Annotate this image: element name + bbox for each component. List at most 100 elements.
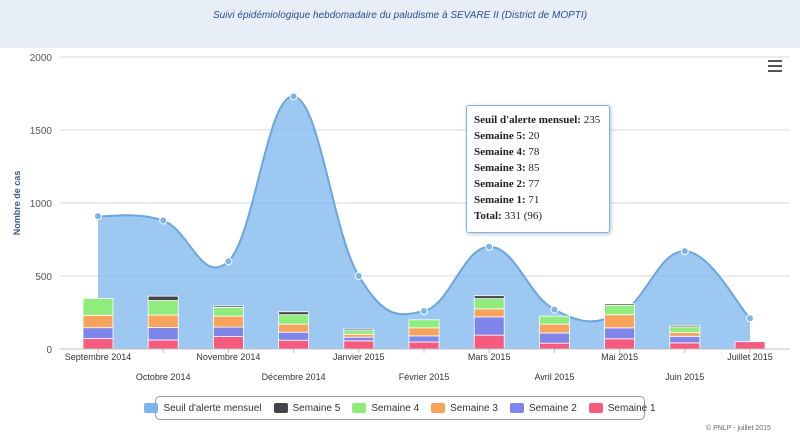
legend-swatch — [273, 403, 288, 413]
bar-segment — [212, 306, 244, 317]
bar-segment — [278, 323, 310, 333]
x-tick-label: Janvier 2015 — [333, 352, 385, 362]
bar-segment — [278, 314, 310, 325]
threshold-point — [159, 216, 168, 225]
bar-segment — [212, 315, 244, 328]
threshold-point — [289, 92, 298, 101]
x-tick-label: Septembre 2014 — [65, 352, 132, 362]
x-tick-label: Novembre 2014 — [196, 352, 260, 362]
chart-title: Suivi épidémiologique hebdomadaire du pa… — [212, 10, 588, 21]
tooltip-row-week3: Semaine 3: 85 — [474, 162, 540, 174]
tooltip-row-week1: Semaine 1: 71 — [474, 194, 540, 206]
bar-segment — [669, 324, 701, 328]
bar-segment — [408, 341, 440, 350]
tooltip-row-threshold: Seuil d'alerte mensuel: 235 — [474, 114, 601, 126]
legend-item-week4[interactable]: Semaine 4 — [352, 403, 419, 414]
legend-swatch — [588, 403, 603, 413]
bar-segment — [82, 298, 114, 316]
bar-segment — [473, 308, 505, 318]
bar-segment — [408, 319, 440, 329]
legend-item-week5[interactable]: Semaine 5 — [273, 403, 340, 414]
bar-segment — [147, 327, 179, 341]
x-tick-label: Mai 2015 — [601, 352, 638, 362]
threshold-point — [550, 305, 559, 314]
bar-segment — [734, 341, 766, 350]
hamburger-menu-icon[interactable] — [768, 60, 782, 73]
bar-segment — [669, 332, 701, 337]
legend-item-week2[interactable]: Semaine 2 — [509, 403, 577, 414]
bar-segment — [408, 335, 440, 343]
y-tick-label: 2000 — [30, 53, 53, 64]
chart-header — [0, 0, 800, 48]
threshold-line — [97, 95, 751, 323]
bar-segment — [343, 336, 375, 342]
bar-segment — [604, 314, 635, 329]
threshold-point — [224, 257, 233, 266]
legend-swatch — [144, 403, 159, 413]
bar-segment — [343, 340, 375, 350]
bar-segment — [408, 327, 440, 337]
tooltip-row-week4: Semaine 4: 78 — [474, 146, 540, 158]
bar-segment — [343, 330, 375, 335]
bar-segment — [539, 332, 570, 344]
x-tick-label: Juillet 2015 — [727, 352, 773, 362]
chart-tooltip: Seuil d'alerte mensuel: 235 Semaine 5: 2… — [466, 105, 610, 233]
tooltip-row-total: Total: 331 (96) — [474, 210, 543, 222]
y-tick-label: 1000 — [30, 199, 53, 210]
x-tick-label: Octobre 2014 — [136, 372, 191, 382]
bar-segment — [473, 298, 505, 310]
bar-segment — [212, 326, 244, 337]
x-tick-label: Avril 2015 — [534, 372, 574, 382]
bar-segment — [539, 315, 570, 325]
bar-segment — [147, 339, 179, 350]
bar-segment — [343, 333, 375, 338]
bar-segment — [147, 300, 179, 316]
tooltip-row-week5: Semaine 5: 20 — [474, 130, 540, 142]
bar-segment — [212, 305, 244, 308]
threshold-point — [94, 212, 102, 221]
bar-segment — [278, 331, 310, 341]
bar-segment — [147, 314, 179, 328]
bar-segment — [278, 339, 310, 350]
legend-swatch — [431, 403, 446, 413]
threshold-point — [485, 242, 494, 251]
legend-item-threshold[interactable]: Seuil d'alerte mensuel — [144, 403, 262, 414]
bar-segment — [669, 342, 701, 350]
threshold-point — [420, 307, 428, 316]
bar-segment — [343, 328, 375, 332]
bar-segment — [82, 314, 114, 329]
chart-legend: Seuil d'alerte mensuel Semaine 5 Semaine… — [144, 396, 656, 420]
tooltip-row-week2: Semaine 2: 77 — [474, 178, 540, 190]
bar-segment — [604, 338, 635, 350]
bar-segment — [473, 334, 505, 350]
bar-segment — [82, 338, 114, 350]
x-tick-label: Juin 2015 — [665, 372, 704, 382]
y-tick-label: 1500 — [30, 126, 53, 137]
bar-segment — [604, 327, 635, 340]
x-tick-label: Février 2015 — [399, 372, 450, 382]
bar-segment — [278, 311, 310, 316]
x-tick-label: Mars 2015 — [468, 352, 511, 362]
bar-segment — [147, 295, 179, 301]
bar-segment — [604, 303, 635, 306]
bar-segment — [82, 327, 114, 340]
threshold-point — [680, 247, 689, 256]
bar-segment — [539, 342, 570, 350]
y-tick-label: 0 — [46, 345, 52, 356]
bar-segment — [473, 316, 505, 336]
threshold-point — [746, 314, 754, 323]
bar-segment — [669, 335, 701, 344]
y-axis-label: Nombre de cas — [12, 171, 22, 236]
threshold-area — [98, 96, 750, 349]
threshold-point — [354, 272, 363, 280]
legend-swatch — [509, 403, 524, 413]
x-tick-label: Décembre 2014 — [262, 372, 326, 382]
y-tick-label: 500 — [35, 272, 52, 283]
legend-item-week1[interactable]: Semaine 1 — [588, 403, 656, 414]
bar-segment — [473, 295, 505, 300]
bar-segment — [212, 336, 244, 350]
bar-segment — [539, 323, 570, 334]
legend-item-week3[interactable]: Semaine 3 — [431, 403, 498, 414]
bar-segment — [669, 326, 701, 334]
